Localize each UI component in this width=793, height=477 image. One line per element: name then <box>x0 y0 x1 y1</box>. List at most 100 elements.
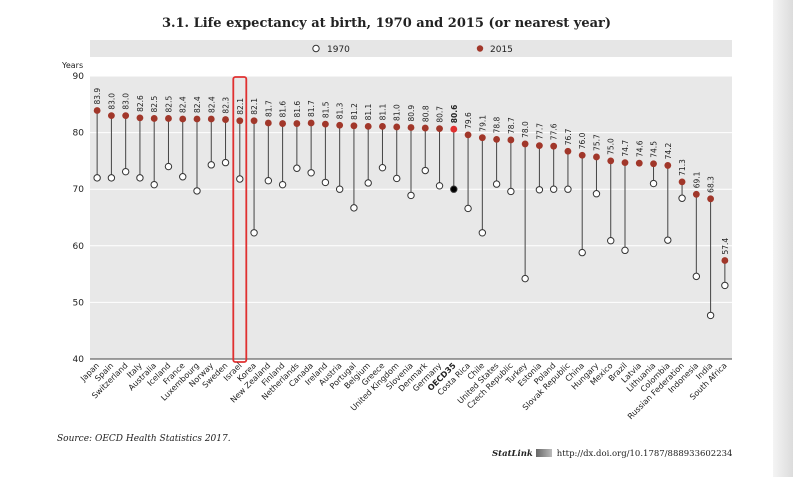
y-tick-label: 80 <box>73 129 85 139</box>
point-2015 <box>264 119 272 127</box>
chart-title: 3.1. Life expectancy at birth, 1970 and … <box>161 16 612 31</box>
point-2015 <box>536 142 543 150</box>
value-label-2015: 78.8 <box>493 116 502 133</box>
point-1970 <box>607 237 615 245</box>
point-1970 <box>136 174 144 182</box>
point-1970 <box>692 272 701 281</box>
point-2015 <box>521 140 529 148</box>
point-1970 <box>664 236 672 244</box>
point-1970 <box>592 190 601 198</box>
point-1970 <box>564 185 572 193</box>
statlink[interactable]: StatLink http://dx.doi.org/10.1787/888933… <box>492 449 732 459</box>
point-2015 <box>650 160 657 168</box>
point-1970 <box>621 246 629 255</box>
point-2015 <box>350 122 358 130</box>
point-2015 <box>165 115 172 122</box>
point-2015 <box>108 112 115 120</box>
point-1970 <box>250 229 258 237</box>
point-1970 <box>706 311 715 320</box>
point-2015 <box>379 122 386 130</box>
point-2015 <box>207 115 215 123</box>
point-2015 <box>478 134 486 142</box>
value-label-2015: 74.5 <box>650 141 659 158</box>
point-2015 <box>607 157 615 165</box>
point-1970 <box>164 162 173 171</box>
point-2015 <box>150 115 158 122</box>
point-1970 <box>193 187 201 195</box>
point-1970 <box>93 174 101 182</box>
page-edge <box>773 0 793 477</box>
point-2015 <box>179 115 187 123</box>
value-label-2015: 75.7 <box>592 134 601 151</box>
value-label-2015: 82.5 <box>164 96 173 113</box>
point-1970 <box>435 182 444 190</box>
value-label-2015: 69.1 <box>692 171 701 188</box>
point-1970 <box>549 185 558 193</box>
point-2015 <box>193 115 201 123</box>
value-label-2015: 75.0 <box>607 138 616 155</box>
point-1970 <box>236 175 244 183</box>
point-2015 <box>293 120 301 127</box>
value-label-2015: 57.4 <box>721 238 730 255</box>
value-label-2015: 68.3 <box>707 176 716 193</box>
highlight-israel <box>232 76 248 363</box>
point-1970 <box>207 161 215 169</box>
value-label-2015: 82.4 <box>193 96 202 113</box>
value-label-2015: 78.7 <box>507 117 516 134</box>
value-label-2015: 80.7 <box>436 106 445 123</box>
statlink-url[interactable]: http://dx.doi.org/10.1787/888933602234 <box>556 449 733 459</box>
point-1970 <box>378 163 387 172</box>
value-label-2015: 82.5 <box>150 96 159 113</box>
y-tick-label: 70 <box>73 185 85 195</box>
point-1970 <box>307 169 315 177</box>
point-2015 <box>136 114 144 122</box>
point-2015 <box>279 120 286 127</box>
point-1970 <box>335 185 344 193</box>
y-tick-label: 90 <box>73 72 85 82</box>
value-label-2015: 80.8 <box>421 105 430 122</box>
value-label-2015: 83.9 <box>93 88 102 105</box>
value-label-2015: 82.1 <box>236 98 245 115</box>
value-label-2015: 77.7 <box>535 123 544 140</box>
point-1970 <box>350 204 358 212</box>
legend-marker-1970 <box>312 44 320 53</box>
point-1970 <box>521 274 529 283</box>
point-2015 <box>564 147 572 155</box>
point-1970 <box>407 191 415 200</box>
point-2015 <box>493 135 500 143</box>
point-2015 <box>507 136 515 144</box>
y-axis-label: Years <box>61 61 83 70</box>
value-label-2015: 82.4 <box>207 96 216 113</box>
value-label-2015: 71.3 <box>678 159 687 176</box>
y-tick-label: 60 <box>73 242 85 252</box>
value-label-2015: 83.0 <box>107 93 116 110</box>
point-1970 <box>507 187 515 196</box>
point-1970 <box>393 174 401 183</box>
value-label-2015: 78.0 <box>521 121 530 138</box>
point-2015 <box>450 125 458 133</box>
point-2015 <box>578 151 586 159</box>
value-label-2015: 82.4 <box>179 96 188 113</box>
source-note: Source: OECD Health Statistics 2017. <box>57 434 231 444</box>
value-label-2015: 81.7 <box>307 100 316 117</box>
point-1970 <box>649 179 658 188</box>
value-label-2015: 81.3 <box>336 102 345 119</box>
point-2015 <box>236 117 244 125</box>
point-1970 <box>179 173 187 181</box>
statlink-arrow-icon <box>535 449 552 457</box>
legend-marker-2015 <box>476 45 484 52</box>
life-expectancy-chart: 1970 2015Years40506070809083.9Japan83.0Sp… <box>61 40 732 421</box>
point-2015 <box>678 178 686 186</box>
value-label-2015: 74.6 <box>635 140 644 157</box>
value-label-2015: 81.0 <box>393 104 402 121</box>
value-label-2015: 81.5 <box>321 101 330 118</box>
value-label-2015: 81.2 <box>350 103 359 120</box>
value-label-2015: 81.7 <box>264 100 273 117</box>
point-2015 <box>593 153 600 161</box>
point-2015 <box>621 159 629 166</box>
value-label-2015: 83.0 <box>122 93 131 110</box>
point-2015 <box>407 124 415 131</box>
value-label-2015: 81.6 <box>293 101 302 118</box>
point-2015 <box>336 121 344 129</box>
point-2015 <box>707 195 714 203</box>
